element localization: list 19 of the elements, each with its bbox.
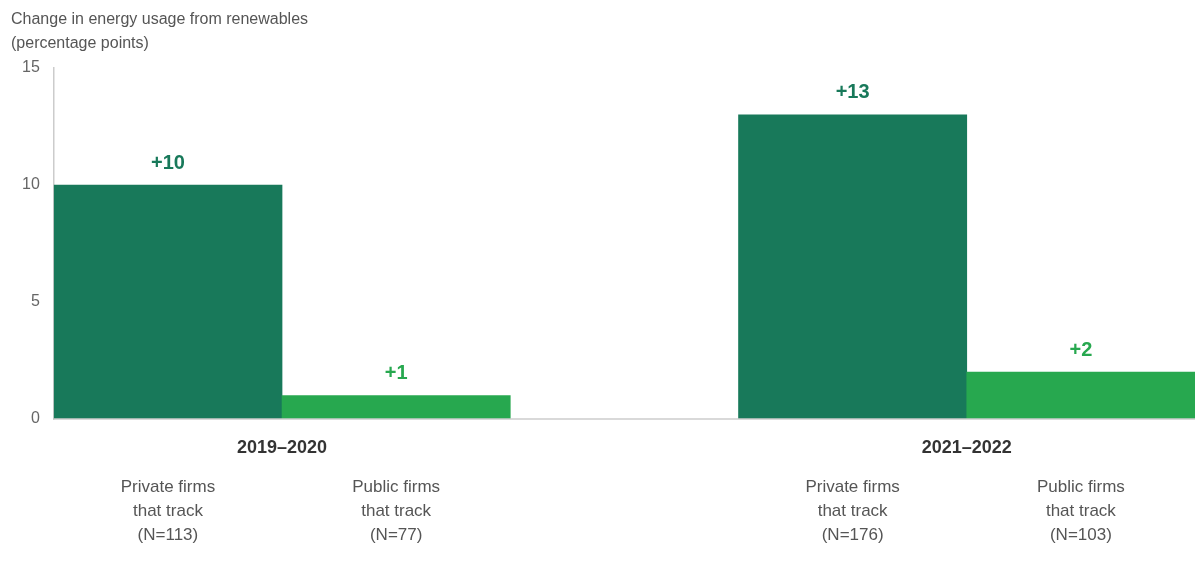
y-axis-title: Change in energy usage from renewables (percentage points) xyxy=(11,10,309,52)
bar xyxy=(53,184,283,419)
x-tick-label: Public firms that track (N=103) xyxy=(1036,477,1125,545)
y-tick-label: 10 xyxy=(22,175,40,193)
bar xyxy=(966,371,1195,419)
y-tick-label: 0 xyxy=(30,409,40,427)
bar xyxy=(738,114,968,419)
y-tick-label: 15 xyxy=(22,58,40,76)
data-label: +1 xyxy=(384,361,408,384)
x-tick-label: Private firms that track (N=176) xyxy=(805,477,900,545)
text: 2019–2020 xyxy=(236,436,328,457)
data-label: +10 xyxy=(150,150,185,173)
text: 2021–2022 xyxy=(921,436,1012,457)
x-tick-label: Private firms that track (N=113) xyxy=(120,477,216,545)
data-label: +13 xyxy=(835,80,870,103)
bar xyxy=(281,395,511,419)
y-tick-label: 5 xyxy=(30,292,40,310)
data-label: +2 xyxy=(1069,337,1093,360)
x-tick-label: Public firms that track (N=77) xyxy=(352,477,441,545)
